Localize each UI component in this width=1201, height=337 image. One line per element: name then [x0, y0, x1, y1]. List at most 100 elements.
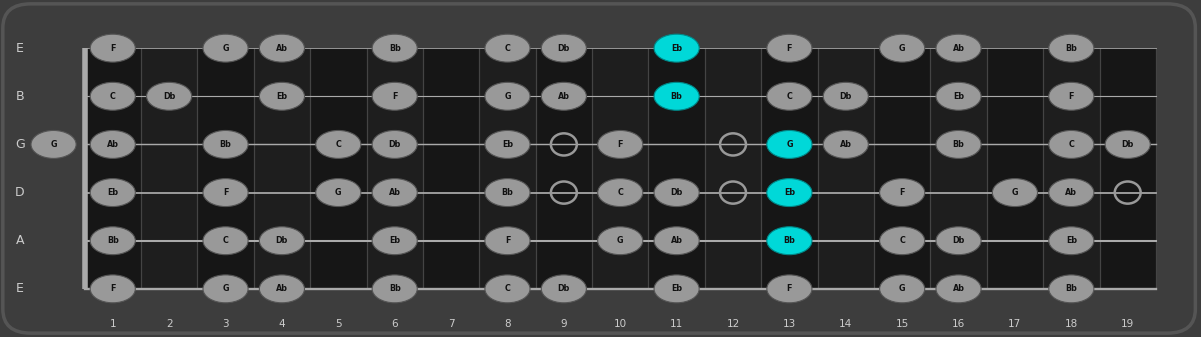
Text: G: G — [50, 140, 56, 149]
Text: D: D — [14, 186, 24, 199]
Text: Ab: Ab — [276, 284, 288, 293]
Text: E: E — [16, 42, 24, 55]
Ellipse shape — [90, 130, 136, 158]
Text: 8: 8 — [504, 318, 510, 329]
Text: C: C — [1069, 140, 1074, 149]
Text: Bb: Bb — [670, 92, 682, 101]
Text: G: G — [787, 140, 793, 149]
Ellipse shape — [879, 275, 925, 303]
Text: 16: 16 — [952, 318, 966, 329]
Text: F: F — [392, 92, 398, 101]
Text: F: F — [110, 284, 115, 293]
Text: Eb: Eb — [1065, 236, 1077, 245]
Ellipse shape — [766, 82, 812, 110]
Ellipse shape — [203, 130, 249, 158]
Text: Ab: Ab — [276, 44, 288, 53]
Text: G: G — [504, 92, 510, 101]
Bar — [197, 48, 253, 289]
Bar — [987, 48, 1044, 289]
Text: F: F — [1069, 92, 1074, 101]
Text: G: G — [222, 44, 228, 53]
Text: Eb: Eb — [502, 140, 513, 149]
Ellipse shape — [655, 275, 699, 303]
Ellipse shape — [90, 275, 136, 303]
Text: Ab: Ab — [670, 236, 682, 245]
Text: Bb: Bb — [107, 236, 119, 245]
Ellipse shape — [203, 179, 249, 207]
Ellipse shape — [316, 130, 360, 158]
Ellipse shape — [1048, 179, 1094, 207]
Ellipse shape — [598, 227, 643, 255]
Bar — [479, 48, 536, 289]
Text: 11: 11 — [670, 318, 683, 329]
Text: 3: 3 — [222, 318, 229, 329]
Ellipse shape — [936, 275, 981, 303]
Ellipse shape — [316, 179, 360, 207]
Text: Eb: Eb — [671, 44, 682, 53]
Ellipse shape — [485, 227, 530, 255]
Ellipse shape — [1048, 227, 1094, 255]
Ellipse shape — [372, 227, 417, 255]
Text: C: C — [900, 236, 906, 245]
Ellipse shape — [147, 82, 192, 110]
Text: 6: 6 — [392, 318, 398, 329]
Text: F: F — [787, 284, 793, 293]
Bar — [592, 48, 649, 289]
Ellipse shape — [372, 275, 417, 303]
Text: Ab: Ab — [1065, 188, 1077, 197]
Text: Ab: Ab — [952, 284, 964, 293]
Bar — [818, 48, 874, 289]
Text: Db: Db — [952, 236, 964, 245]
Ellipse shape — [90, 179, 136, 207]
Ellipse shape — [372, 34, 417, 62]
Ellipse shape — [936, 34, 981, 62]
Text: F: F — [223, 188, 228, 197]
Text: G: G — [222, 284, 228, 293]
Ellipse shape — [259, 82, 305, 110]
Text: B: B — [16, 90, 24, 103]
Text: G: G — [335, 188, 341, 197]
Text: C: C — [504, 44, 510, 53]
Bar — [84, 48, 1155, 289]
Ellipse shape — [1048, 34, 1094, 62]
Text: A: A — [16, 234, 24, 247]
Text: Eb: Eb — [276, 92, 287, 101]
Ellipse shape — [542, 82, 586, 110]
Ellipse shape — [598, 179, 643, 207]
Text: Bb: Bb — [220, 140, 232, 149]
Bar — [253, 48, 310, 289]
Ellipse shape — [485, 82, 530, 110]
Ellipse shape — [372, 179, 417, 207]
Text: Bb: Bb — [502, 188, 513, 197]
Ellipse shape — [598, 130, 643, 158]
Ellipse shape — [655, 82, 699, 110]
Ellipse shape — [259, 34, 305, 62]
Text: Bb: Bb — [1065, 44, 1077, 53]
Ellipse shape — [259, 227, 305, 255]
Ellipse shape — [485, 34, 530, 62]
Text: Db: Db — [388, 140, 401, 149]
Ellipse shape — [766, 34, 812, 62]
Text: Ab: Ab — [839, 140, 852, 149]
Ellipse shape — [766, 275, 812, 303]
Ellipse shape — [542, 34, 586, 62]
Text: Ab: Ab — [557, 92, 569, 101]
Ellipse shape — [1048, 130, 1094, 158]
Text: F: F — [900, 188, 904, 197]
Text: Db: Db — [839, 92, 852, 101]
Bar — [931, 48, 987, 289]
Bar — [1044, 48, 1099, 289]
Text: G: G — [898, 44, 906, 53]
Bar — [366, 48, 423, 289]
Bar — [1099, 48, 1155, 289]
Text: Ab: Ab — [389, 188, 401, 197]
Text: Ab: Ab — [107, 140, 119, 149]
Ellipse shape — [485, 179, 530, 207]
Ellipse shape — [372, 130, 417, 158]
Bar — [84, 48, 141, 289]
Text: 5: 5 — [335, 318, 341, 329]
Ellipse shape — [1048, 275, 1094, 303]
Ellipse shape — [31, 130, 76, 158]
Text: Eb: Eb — [389, 236, 400, 245]
Ellipse shape — [372, 82, 417, 110]
